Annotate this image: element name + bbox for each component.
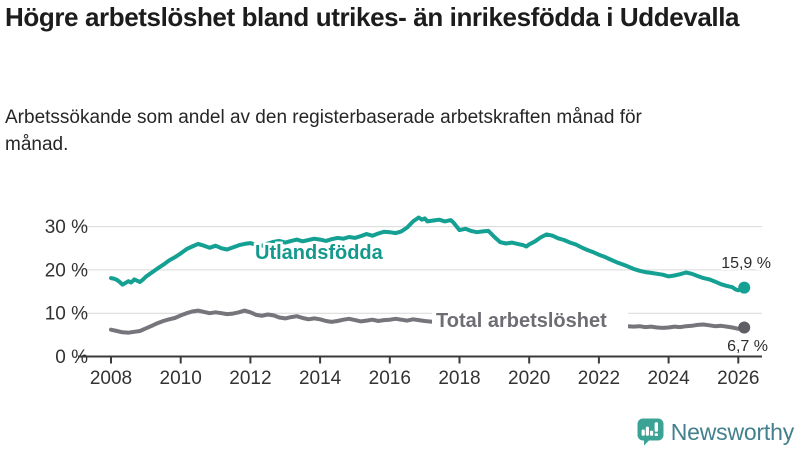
x-axis-tick-label: 2022 bbox=[578, 368, 620, 389]
y-axis-tick-label: 20 % bbox=[45, 260, 88, 281]
newsworthy-wordmark: Newsworthy bbox=[670, 418, 794, 445]
x-axis-tick-label: 2026 bbox=[717, 368, 759, 389]
y-axis-tick-label: 30 % bbox=[45, 217, 88, 238]
series-label: Total arbetslöshet bbox=[436, 310, 607, 332]
series-end-dot bbox=[738, 321, 751, 334]
newsworthy-logo: Newsworthy bbox=[637, 418, 794, 446]
x-axis-tick-label: 2018 bbox=[438, 368, 480, 389]
x-axis-tick-label: 2008 bbox=[90, 368, 132, 389]
series-end-value-label: 6,7 % bbox=[727, 338, 768, 355]
series-end-dot bbox=[738, 281, 751, 294]
x-axis-tick-label: 2016 bbox=[369, 368, 411, 389]
series-line-utlandsf-dda bbox=[109, 215, 747, 293]
series-label: Utlandsfödda bbox=[255, 242, 384, 264]
newsworthy-speech-bubble-icon bbox=[637, 418, 664, 446]
x-axis-tick-label: 2012 bbox=[229, 368, 271, 389]
series-label-backing bbox=[432, 309, 628, 333]
y-axis-tick-label: 0 % bbox=[55, 347, 88, 368]
x-axis-tick-label: 2020 bbox=[508, 368, 550, 389]
x-axis-tick-label: 2024 bbox=[647, 368, 690, 389]
series-end-value-label: 15,9 % bbox=[721, 255, 771, 272]
chart-title: Högre arbetslöshet bland utrikes- än inr… bbox=[5, 2, 740, 32]
x-axis-tick-label: 2010 bbox=[160, 368, 202, 389]
series-line-total-arbetsl-shet bbox=[109, 308, 747, 335]
x-axis-tick-label: 2014 bbox=[299, 368, 342, 389]
y-axis-tick-label: 10 % bbox=[45, 304, 88, 325]
chart-subtitle: Arbetssökande som andel av den registerb… bbox=[5, 107, 642, 155]
